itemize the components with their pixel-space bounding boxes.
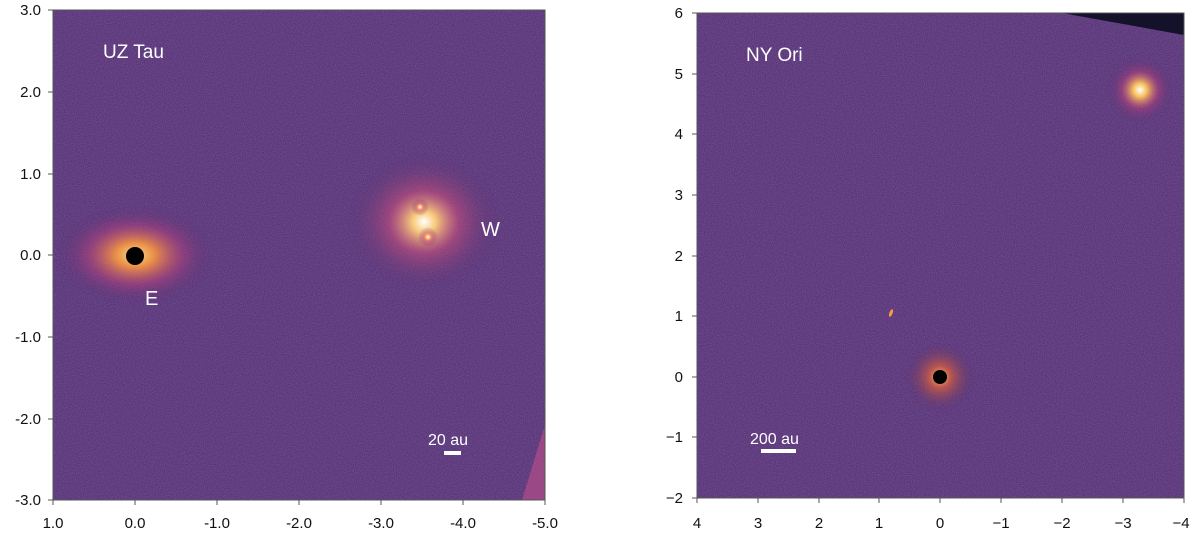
right-x-ticks: 4 3 2 1 0 −1 −2 −3 −4 <box>693 498 1190 532</box>
x-tick-label: 1.0 <box>43 515 64 532</box>
edge-artifact <box>522 425 545 500</box>
ny-ori-mask <box>933 370 947 384</box>
y-tick-label: −1 <box>666 429 683 446</box>
y-tick-label: 1 <box>675 308 683 325</box>
x-tick-label: -2.0 <box>286 515 312 532</box>
x-tick-label: −3 <box>1114 515 1131 532</box>
x-tick-label: -5.0 <box>532 515 558 532</box>
y-tick-label: −2 <box>666 490 683 507</box>
x-tick-label: −1 <box>992 515 1009 532</box>
object-label: UZ Tau <box>103 42 164 63</box>
masked-corner <box>1062 13 1184 35</box>
x-tick-label: 0 <box>936 515 944 532</box>
x-tick-label: 2 <box>815 515 823 532</box>
y-tick-label: 0.0 <box>20 247 41 264</box>
left-panel: UZ Tau E W 20 au 1.0 0.0 -1.0 -2.0 -3.0 … <box>15 2 558 532</box>
y-tick-label: 1.0 <box>20 166 41 183</box>
x-tick-label: -1.0 <box>204 515 230 532</box>
left-x-ticks: 1.0 0.0 -1.0 -2.0 -3.0 -4.0 -5.0 <box>43 500 558 532</box>
scale-bar <box>444 451 461 455</box>
faint-source <box>888 309 894 317</box>
left-image <box>53 10 545 500</box>
scale-bar <box>761 449 796 453</box>
scale-bar-label: 200 au <box>750 431 799 448</box>
source-label-e: E <box>145 288 158 310</box>
star-w-north <box>411 198 429 216</box>
x-tick-label: −2 <box>1053 515 1070 532</box>
right-panel: NY Ori 200 au 4 3 2 1 0 −1 −2 −3 −4 <box>666 5 1190 532</box>
x-tick-label: -3.0 <box>368 515 394 532</box>
right-image-noise <box>697 13 1184 498</box>
x-tick-label: −4 <box>1172 515 1189 532</box>
y-tick-label: 6 <box>675 5 683 22</box>
y-tick-label: 3.0 <box>20 2 41 19</box>
y-tick-label: 4 <box>675 126 683 143</box>
right-image <box>697 13 1184 498</box>
left-y-ticks: 3.0 2.0 1.0 0.0 -1.0 -2.0 -3.0 <box>15 2 53 509</box>
star-e-mask <box>126 247 144 265</box>
y-tick-label: 0 <box>675 369 683 386</box>
right-y-ticks: 6 5 4 3 2 1 0 −1 −2 <box>666 5 697 507</box>
x-tick-label: 1 <box>875 515 883 532</box>
y-tick-label: -2.0 <box>15 411 41 428</box>
x-tick-label: 0.0 <box>125 515 146 532</box>
star-w-south <box>418 227 438 247</box>
y-tick-label: -3.0 <box>15 492 41 509</box>
y-tick-label: -1.0 <box>15 329 41 346</box>
x-tick-label: 4 <box>693 515 701 532</box>
y-tick-label: 2.0 <box>20 84 41 101</box>
scale-bar-label: 20 au <box>428 432 468 449</box>
star-w-halo <box>346 152 502 292</box>
companion-halo <box>1106 56 1174 124</box>
x-tick-label: 3 <box>754 515 762 532</box>
object-label: NY Ori <box>746 45 803 66</box>
x-tick-label: -4.0 <box>450 515 476 532</box>
y-tick-label: 2 <box>675 248 683 265</box>
source-label-w: W <box>481 219 500 241</box>
y-tick-label: 5 <box>675 66 683 83</box>
y-tick-label: 3 <box>675 187 683 204</box>
